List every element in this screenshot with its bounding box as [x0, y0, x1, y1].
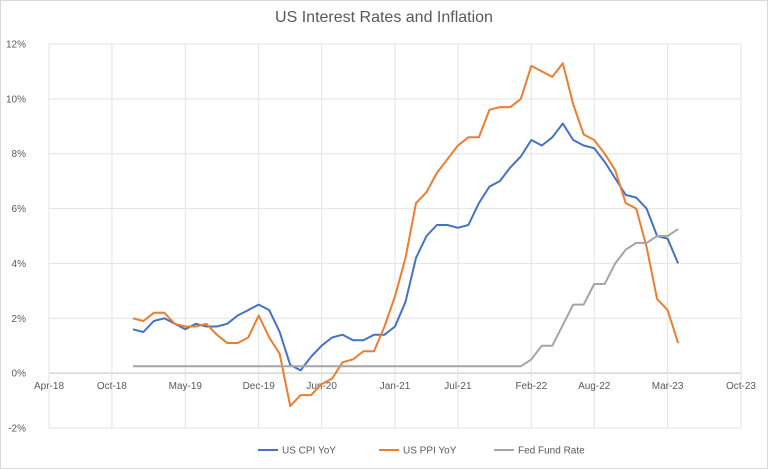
x-tick-label: Jul-21: [444, 381, 472, 392]
y-tick-label: 10%: [6, 94, 26, 105]
x-tick-label: Jun-20: [306, 381, 337, 392]
y-tick-label: 2%: [12, 314, 27, 325]
chart-title: US Interest Rates and Inflation: [275, 9, 493, 26]
x-tick-label: May-19: [169, 381, 203, 392]
y-tick-label: -2%: [8, 424, 26, 435]
legend-item: US PPI YoY: [379, 446, 457, 457]
x-tick-label: Oct-18: [97, 381, 127, 392]
legend-label: US CPI YoY: [282, 446, 336, 457]
y-tick-label: 6%: [12, 204, 27, 215]
x-tick-label: Mar-23: [652, 381, 684, 392]
legend-item: Fed Fund Rate: [494, 446, 585, 457]
series-line-fed-fund-rate: [132, 228, 679, 368]
x-tick-label: Feb-22: [515, 381, 547, 392]
x-tick-label: Oct-23: [726, 381, 756, 392]
legend-label: US PPI YoY: [403, 446, 457, 457]
x-tick-label: Apr-18: [34, 381, 64, 392]
y-tick-label: 4%: [12, 259, 27, 270]
x-tick-label: Aug-22: [578, 381, 611, 392]
y-tick-label: 12%: [6, 40, 26, 51]
y-tick-label: 0%: [12, 369, 27, 380]
y-tick-label: 8%: [12, 149, 27, 160]
x-tick-label: Dec-19: [243, 381, 276, 392]
series-line-us-ppi-yoy: [132, 62, 680, 408]
x-tick-label: Jan-21: [380, 381, 411, 392]
legend-item: US CPI YoY: [258, 446, 336, 457]
series-line-us-cpi-yoy: [132, 122, 680, 372]
legend-label: Fed Fund Rate: [518, 446, 585, 457]
